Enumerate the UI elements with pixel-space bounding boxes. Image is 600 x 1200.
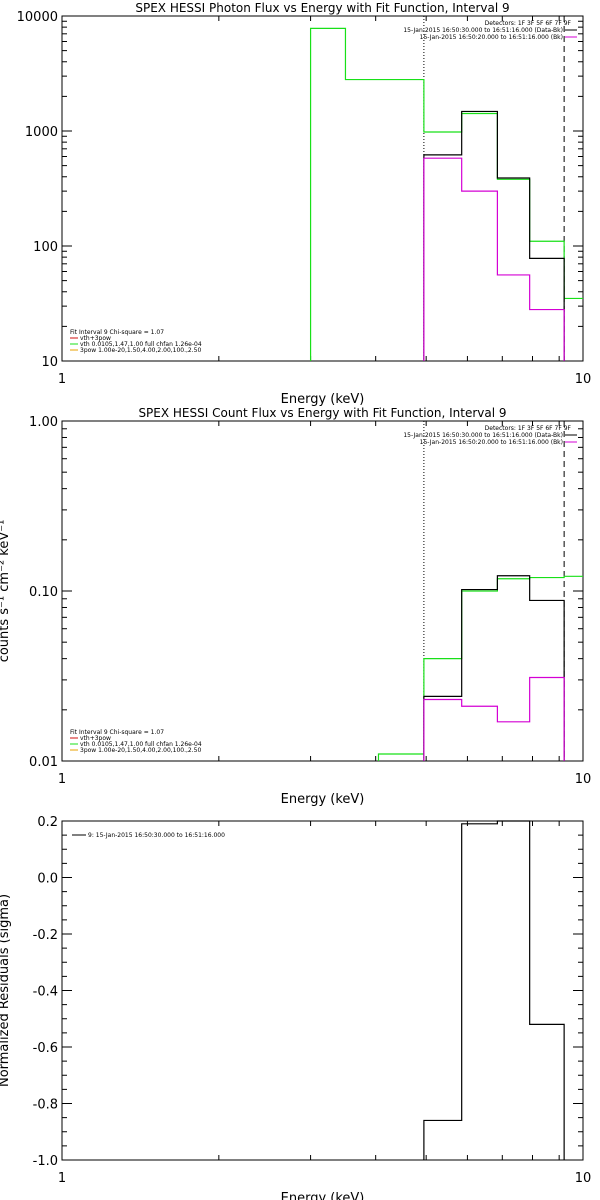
legend-header: Detectors: 1F 3F 5F 6F 7F 9F — [485, 425, 572, 432]
fit-legend-item-label: vth+3pow — [80, 735, 111, 742]
series-magenta-histogram — [423, 157, 565, 361]
y-axis-label: counts s⁻¹ cm⁻² keV⁻¹ — [0, 520, 12, 663]
x-tick-label: 1 — [58, 1171, 66, 1186]
fit-legend-header: Fit Interval 9 Chi-square = 1.07 — [70, 329, 164, 336]
x-tick-label: 10 — [575, 1171, 592, 1186]
series-black-histogram — [423, 575, 565, 761]
chart-title: SPEX HESSI Count Flux vs Energy with Fit… — [138, 406, 506, 420]
y-tick-label: 10000 — [17, 10, 58, 25]
y-tick-label: 1000 — [25, 125, 58, 140]
x-axis-label: Energy (keV) — [281, 792, 365, 807]
y-tick-label: 100 — [33, 240, 58, 255]
y-tick-label: -1.0 — [33, 1154, 58, 1169]
fit-legend-item-label: vth+3pow — [80, 335, 111, 342]
legend-item-label: 15-Jan-2015 16:50:20.000 to 16:51:16.000… — [420, 439, 563, 446]
x-tick-label: 1 — [58, 372, 66, 387]
x-axis-label: Energy (keV) — [281, 1191, 365, 1200]
plot-frame — [61, 420, 584, 762]
chart-title: SPEX HESSI Photon Flux vs Energy with Fi… — [135, 1, 509, 15]
y-tick-label: -0.4 — [33, 985, 58, 1000]
legend-item-label: 9: 15-Jan-2015 16:50:30.000 to 16:51:16.… — [88, 832, 225, 839]
fit-legend-item-label: vth 0.0105,1.47,1.00 full chfan 1.26e-04 — [80, 741, 202, 748]
series-green-histogram — [377, 575, 583, 761]
y-tick-label: 0.2 — [37, 815, 58, 830]
x-tick-label: 10 — [575, 372, 592, 387]
y-tick-label: 0.0 — [37, 872, 58, 887]
fit-legend-item-label: vth 0.0105,1.47,1.00 full chfan 1.26e-04 — [80, 341, 202, 348]
series-magenta-histogram — [423, 676, 565, 761]
fit-legend-item-label: 3pow 1.00e-20,1.50,4.00,2.00,100.,2.50 — [80, 347, 201, 354]
series-green-histogram — [309, 27, 583, 361]
y-tick-label: -0.6 — [33, 1041, 58, 1056]
x-tick-label: 10 — [575, 772, 592, 787]
series-black-histogram — [423, 110, 565, 361]
y-tick-label: -0.2 — [33, 928, 58, 943]
plot-frame — [61, 820, 584, 1161]
x-tick-label: 1 — [58, 772, 66, 787]
y-tick-label: 0.10 — [29, 585, 58, 600]
y-tick-label: 10 — [41, 355, 58, 370]
x-axis-label: Energy (keV) — [281, 392, 365, 407]
fit-legend-header: Fit Interval 9 Chi-square = 1.07 — [70, 729, 164, 736]
y-tick-label: 1.00 — [29, 415, 58, 430]
plot-frame — [61, 15, 584, 362]
series-black-histogram — [423, 820, 565, 1160]
legend-header: Detectors: 1F 3F 5F 6F 7F 9F — [485, 20, 572, 27]
legend-item-label: 15-Jan-2015 16:50:30.000 to 16:51:16.000… — [403, 432, 563, 439]
legend-item-label: 15-Jan-2015 16:50:20.000 to 16:51:16.000… — [420, 34, 563, 41]
fit-legend-item-label: 3pow 1.00e-20,1.50,4.00,2.00,100.,2.50 — [80, 747, 201, 754]
legend-item-label: 15-Jan-2015 16:50:30.000 to 16:51:16.000… — [403, 27, 563, 34]
y-tick-label: -0.8 — [33, 1098, 58, 1113]
y-axis-label: Normalized Residuals (sigma) — [0, 894, 12, 1087]
y-tick-label: 0.01 — [29, 755, 58, 770]
